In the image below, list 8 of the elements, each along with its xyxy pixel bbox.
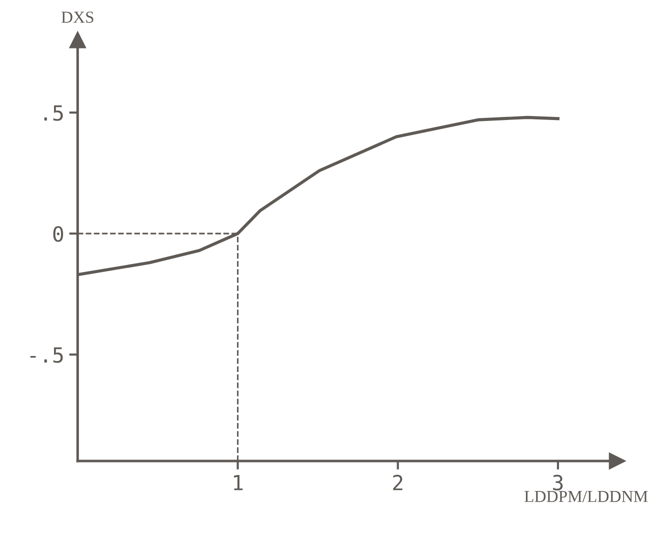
y-tick-label: 0 (53, 226, 64, 242)
x-tick-label: 3 (553, 474, 563, 490)
x-tick-label: 2 (393, 474, 402, 490)
x-axis-title: LDDPM/LDDNM (524, 490, 648, 502)
y-axis-title: DXS (61, 12, 94, 23)
x-tick-label: 1 (234, 474, 243, 490)
y-tick-label: -.5 (30, 347, 63, 363)
y-tick-label: .5 (44, 105, 63, 121)
